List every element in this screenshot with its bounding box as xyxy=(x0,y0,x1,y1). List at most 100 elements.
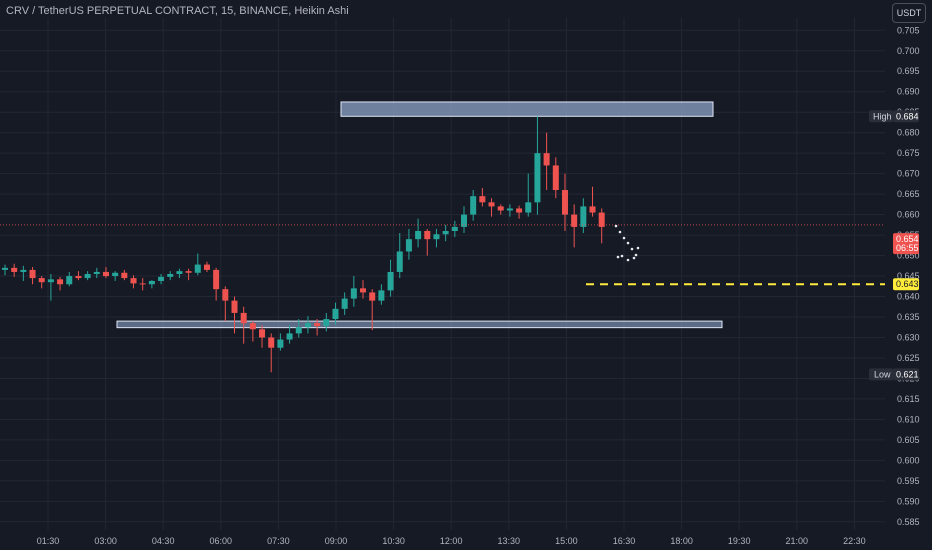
price-tick-label: 0.660 xyxy=(897,210,920,220)
candle-body xyxy=(277,339,284,348)
price-tick-label: 0.700 xyxy=(897,46,920,56)
price-tick-label: 0.690 xyxy=(897,87,920,97)
candle-body xyxy=(66,276,73,285)
projection-dot xyxy=(618,230,622,234)
candle-body xyxy=(506,208,513,211)
candle-body xyxy=(561,190,568,215)
candle-body xyxy=(479,196,486,203)
candle-body xyxy=(516,208,523,213)
candle-body xyxy=(424,230,431,240)
projection-dot xyxy=(626,258,630,262)
time-tick-label: 04:30 xyxy=(152,536,175,546)
candle-body xyxy=(387,271,394,291)
candle-body xyxy=(38,278,45,283)
candle-body xyxy=(589,206,596,213)
candle-body xyxy=(176,271,183,274)
candle-body xyxy=(552,165,559,191)
price-tick-label: 0.600 xyxy=(897,455,920,465)
resistance-zone xyxy=(340,101,714,117)
projection-dot xyxy=(622,236,626,240)
candle-body xyxy=(29,269,36,279)
price-tick-label: 0.675 xyxy=(897,148,920,158)
time-tick-label: 22:30 xyxy=(843,536,866,546)
last-price-box xyxy=(893,233,919,255)
time-tick-label: 12:00 xyxy=(440,536,463,546)
candle-body xyxy=(415,230,422,240)
candle-body xyxy=(396,251,403,272)
price-tick-label: 0.605 xyxy=(897,435,920,445)
candle-body xyxy=(525,202,532,213)
time-tick-label: 06:00 xyxy=(210,536,233,546)
level-tag-box xyxy=(893,278,919,291)
candle-body xyxy=(222,289,229,301)
high-value: 0.684 xyxy=(896,111,919,121)
time-tick-label: 10:30 xyxy=(382,536,405,546)
price-tick-label: 0.705 xyxy=(897,25,920,35)
price-tick-label: 0.610 xyxy=(897,414,920,424)
time-tick-label: 01:30 xyxy=(37,536,60,546)
candle-body xyxy=(139,283,146,285)
high-value-box xyxy=(893,110,919,123)
candle-body xyxy=(470,196,477,215)
candle-body xyxy=(130,278,137,284)
chart-title: CRV / TetherUS PERPETUAL CONTRACT, 15, B… xyxy=(6,5,349,17)
candle-body xyxy=(332,308,339,320)
candle-body xyxy=(148,280,155,285)
price-tick-label: 0.630 xyxy=(897,332,920,342)
countdown-value: 06:55 xyxy=(896,243,919,253)
candle-body xyxy=(84,274,91,279)
projection-dot xyxy=(620,254,624,258)
price-tick-label: 0.595 xyxy=(897,476,920,486)
projection-dot xyxy=(632,256,636,260)
low-tag-box xyxy=(869,368,893,381)
high-tag-box xyxy=(869,110,893,123)
candle-body xyxy=(433,234,440,240)
candle-body xyxy=(213,269,220,290)
projection-dot xyxy=(626,241,630,245)
candle-body xyxy=(543,153,550,166)
candle-body xyxy=(580,206,587,227)
time-tick-label: 07:30 xyxy=(267,536,290,546)
candle-body xyxy=(102,271,109,277)
time-tick-label: 03:00 xyxy=(94,536,117,546)
candle-body xyxy=(571,214,578,227)
price-tick-label: 0.695 xyxy=(897,66,920,76)
projection-dot xyxy=(614,224,618,228)
projection-dot xyxy=(616,255,620,259)
price-axis: 0.7050.7000.6950.6900.6850.6800.6750.670… xyxy=(869,25,920,527)
support-zone xyxy=(116,320,723,329)
chart-grid xyxy=(0,18,885,530)
candle-body xyxy=(194,264,201,273)
projection-dot xyxy=(630,247,634,251)
last-price-value: 0.654 xyxy=(896,234,919,244)
candle-body xyxy=(405,239,412,252)
candle-body xyxy=(112,272,119,277)
price-tick-label: 0.680 xyxy=(897,128,920,138)
projection-dot xyxy=(636,246,640,250)
candle-body xyxy=(461,214,467,227)
currency-button[interactable]: USDT xyxy=(892,3,926,23)
candle-body xyxy=(259,329,266,338)
chart-overlay xyxy=(0,224,885,286)
candle-body xyxy=(442,230,449,235)
price-tick-label: 0.585 xyxy=(897,517,920,527)
candle-body xyxy=(286,333,293,340)
candle-body xyxy=(121,272,128,279)
low-value: 0.621 xyxy=(896,369,919,379)
candle-body xyxy=(341,298,348,309)
candle-body xyxy=(167,274,174,277)
time-tick-label: 15:00 xyxy=(555,536,578,546)
candle-body xyxy=(350,288,357,299)
candle-body xyxy=(158,276,165,281)
price-tick-label: 0.625 xyxy=(897,353,920,363)
projection-dot xyxy=(634,253,638,257)
candle-body xyxy=(231,300,238,313)
candle-body xyxy=(203,264,210,270)
candle-body xyxy=(240,312,247,324)
candle-body xyxy=(451,226,458,231)
candle-body xyxy=(75,276,82,279)
time-axis: 01:30 03:00 04:30 06:00 07:30 09:00 10:30 12:00… xyxy=(37,536,866,546)
candle-body xyxy=(369,292,376,301)
price-tick-label: 0.650 xyxy=(897,251,920,261)
